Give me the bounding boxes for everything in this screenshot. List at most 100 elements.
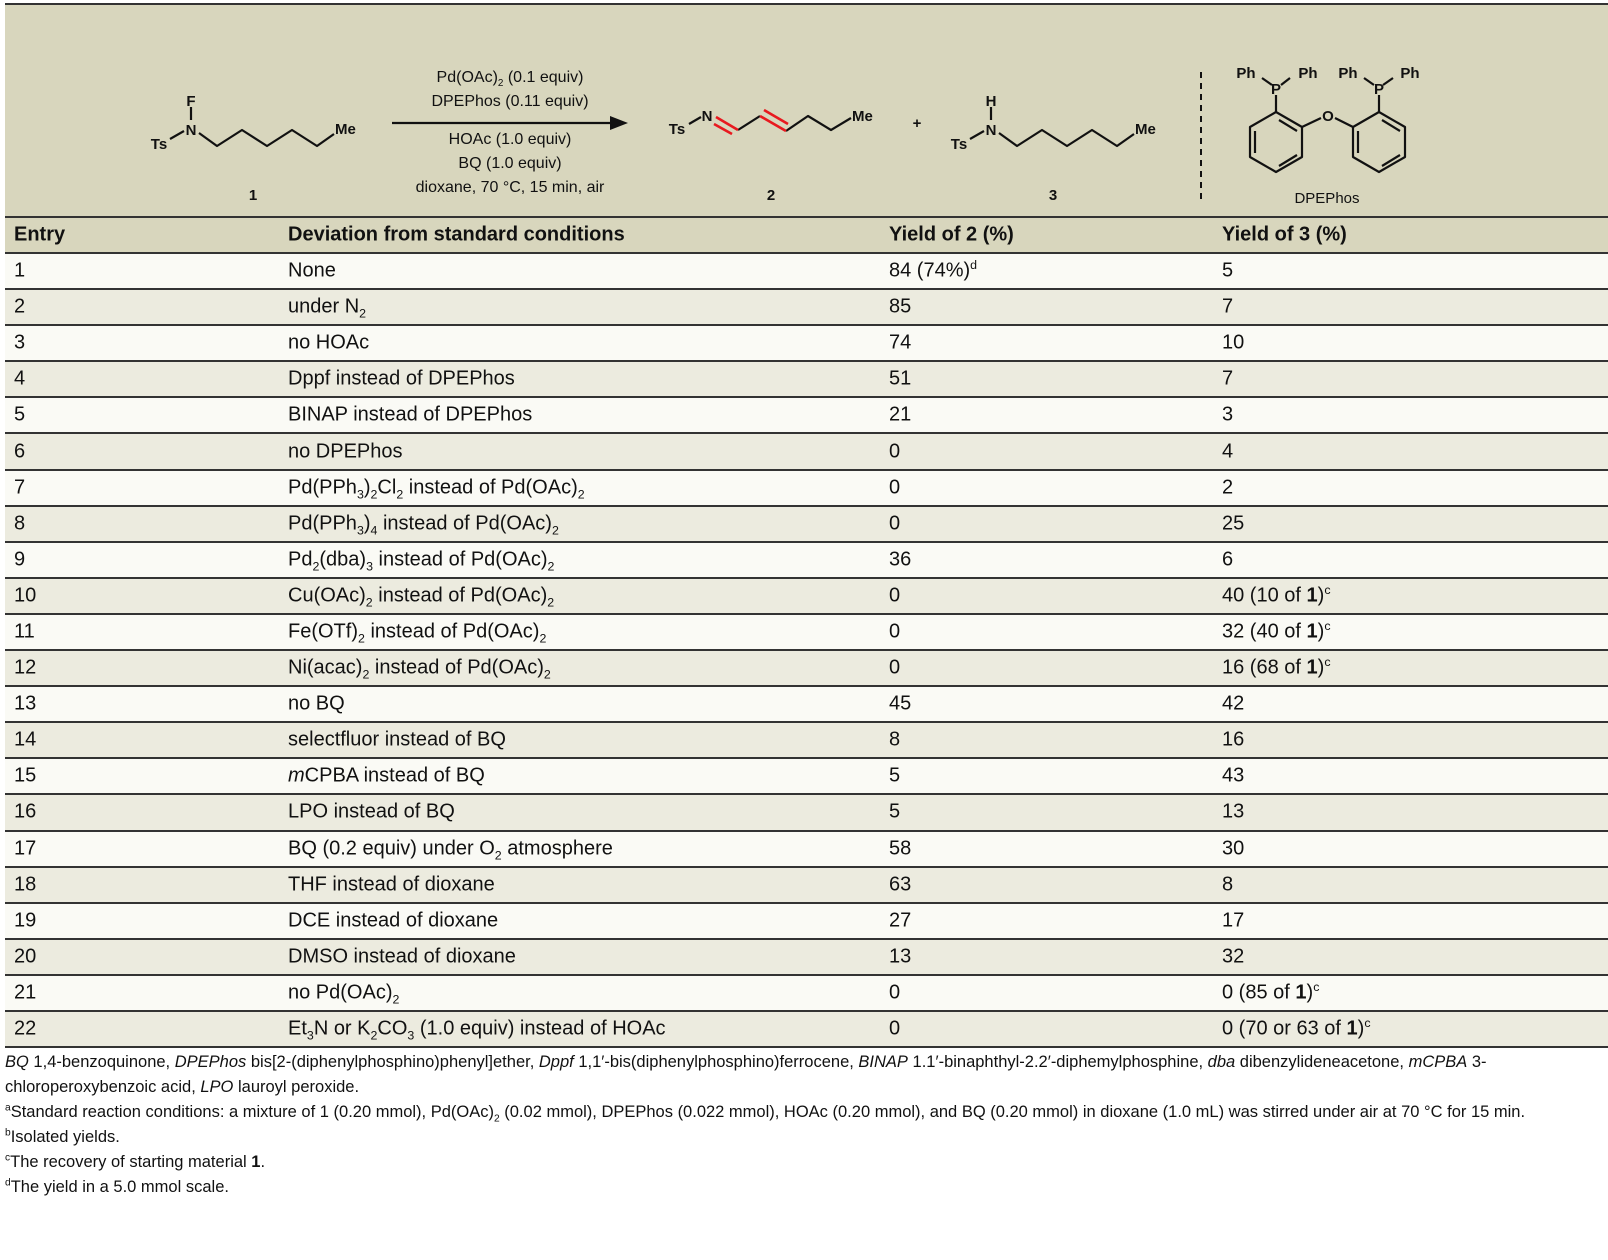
entry-cell: 9 — [14, 548, 26, 571]
yield-2-cell: 58 — [889, 837, 912, 860]
yield-2-cell: 27 — [889, 909, 912, 932]
yield-2-cell: 0 — [889, 620, 901, 643]
entry-cell: 8 — [14, 512, 26, 535]
yield-3-cell: 16 — [1222, 728, 1245, 751]
yield-2-cell: 84 (74%)d — [889, 257, 978, 282]
deviation-cell: Pd(PPh3)2Cl2 instead of Pd(OAc)2 — [288, 476, 585, 502]
bond — [1261, 77, 1273, 86]
footnote: cThe recovery of starting material 1. — [5, 1152, 266, 1171]
benzene-ring — [1248, 110, 1304, 174]
entry-cell: 17 — [14, 837, 37, 860]
deviation-cell: Dppf instead of DPEPhos — [288, 367, 515, 390]
atom-label: H — [986, 93, 997, 110]
yield-3-cell: 16 (68 of 1)c — [1222, 654, 1331, 679]
table-row: 1 None 84 (74%)d 5 — [5, 254, 1608, 291]
entry-cell: 2 — [14, 295, 26, 318]
alkyl-chain — [198, 128, 335, 148]
atom-label: Ph — [1298, 65, 1317, 82]
footnote: dThe yield in a 5.0 mmol scale. — [5, 1177, 229, 1196]
bond — [688, 116, 702, 125]
deviation-cell: no DPEPhos — [288, 440, 403, 463]
yield-2-cell: 0 — [889, 1017, 901, 1040]
atom-label: P — [1271, 81, 1281, 98]
deviation-cell: THF instead of dioxane — [288, 873, 495, 896]
yield-2-cell: 5 — [889, 764, 901, 787]
atom-label: Me — [852, 108, 873, 125]
yield-2-cell: 5 — [889, 800, 901, 823]
yield-3-cell: 32 — [1222, 945, 1245, 968]
bond — [169, 130, 185, 140]
entry-cell: 11 — [14, 620, 35, 643]
bond — [1280, 77, 1291, 86]
entry-cell: 1 — [14, 259, 26, 282]
yield-2-cell: 74 — [889, 331, 912, 354]
yield-3-cell: 3 — [1222, 403, 1234, 426]
condition-line: Pd(OAc)2 (0.1 equiv) — [436, 69, 584, 90]
reaction-conditions: Pd(OAc)2 (0.1 equiv) DPEPhos (0.11 equiv… — [390, 69, 630, 203]
atom-label: N — [702, 108, 713, 125]
deviation-cell: no Pd(OAc)2 — [288, 981, 400, 1007]
yield-2-cell: 0 — [889, 656, 901, 679]
yield-2-cell: 85 — [889, 295, 912, 318]
deviation-cell: Fe(OTf)2 instead of Pd(OAc)2 — [288, 620, 547, 646]
footnote: bIsolated yields. — [5, 1127, 120, 1146]
yield-2-cell: 0 — [889, 512, 901, 535]
table-row: 2 under N2 85 7 — [5, 290, 1608, 327]
deviation-cell: Pd2(dba)3 instead of Pd(OAc)2 — [288, 548, 555, 574]
yield-2-cell: 0 — [889, 981, 901, 1004]
entry-cell: 14 — [14, 728, 37, 751]
yield-2-cell: 0 — [889, 584, 901, 607]
atom-label: Me — [335, 121, 356, 138]
yield-2-cell: 21 — [889, 403, 912, 426]
atom-label: Ph — [1338, 65, 1357, 82]
atom-label: Ts — [151, 136, 167, 153]
atom-label: Ts — [951, 136, 967, 153]
table-row: 6 no DPEPhos 0 4 — [5, 434, 1608, 471]
entry-cell: 6 — [14, 440, 26, 463]
yield-3-cell: 25 — [1222, 512, 1245, 535]
entry-cell: 10 — [14, 584, 37, 607]
table-body: 1 None 84 (74%)d 5 2 under N2 85 7 3 no HOAc 74 10 4… — [5, 254, 1608, 1049]
yield-3-cell: 42 — [1222, 692, 1245, 715]
yield-3-cell: 2 — [1222, 476, 1234, 499]
atom-label: O — [1322, 108, 1334, 125]
entry-cell: 16 — [14, 800, 37, 823]
condition-line: DPEPhos (0.11 equiv) — [431, 93, 589, 110]
reaction-scheme: F N Ts Me 1 N Ts Me 2 + H N Ts Me 3 Ph P… — [5, 5, 1608, 216]
footnotes: BQ 1,4-benzoquinone, DPEPhos bis[2-(diph… — [5, 1050, 1605, 1200]
atom-label: N — [186, 122, 197, 139]
ligand-name: DPEPhos — [1294, 190, 1359, 207]
yield-3-cell: 10 — [1222, 331, 1245, 354]
yield-2-cell: 13 — [889, 945, 912, 968]
deviation-cell: no HOAc — [288, 331, 370, 354]
deviation-cell: DCE instead of dioxane — [288, 909, 499, 932]
condition-line: BQ (1.0 equiv) — [458, 155, 562, 172]
table-row: 14 selectfluor instead of BQ 8 16 — [5, 723, 1608, 760]
compound-number: 3 — [1049, 187, 1057, 204]
entry-cell: 7 — [14, 476, 26, 499]
atom-label: N — [986, 122, 997, 139]
yield-3-cell: 17 — [1222, 909, 1245, 932]
deviation-cell: LPO instead of BQ — [288, 800, 455, 823]
bond — [1382, 77, 1394, 86]
deviation-cell: under N2 — [288, 295, 367, 321]
yield-3-cell: 40 (10 of 1)c — [1222, 582, 1331, 607]
deviation-cell: Pd(PPh3)4 instead of Pd(OAc)2 — [288, 512, 559, 538]
deviation-cell: None — [288, 259, 336, 282]
condition-line: dioxane, 70 °C, 15 min, air — [415, 179, 605, 196]
arrow-head — [610, 116, 628, 130]
table-row: 12 Ni(acac)2 instead of Pd(OAc)2 0 16 (68 o… — [5, 651, 1608, 688]
deviation-cell: Cu(OAc)2 instead of Pd(OAc)2 — [288, 584, 555, 610]
bond — [1363, 77, 1375, 86]
optimization-table: Entry Deviation from standard conditions… — [5, 216, 1608, 1049]
table-row: 4 Dppf instead of DPEPhos 51 7 — [5, 362, 1608, 399]
condition-line: HOAc (1.0 equiv) — [448, 131, 572, 148]
yield-2-cell: 0 — [889, 440, 901, 463]
yield-2-cell: 45 — [889, 692, 912, 715]
yield-3-cell: 4 — [1222, 440, 1234, 463]
header-yield-2: Yield of 2 (%) — [889, 223, 1014, 246]
table-row: 17 BQ (0.2 equiv) under O2 atmosphere 58 30 — [5, 831, 1608, 868]
entry-cell: 3 — [14, 331, 26, 354]
atom-label: Ph — [1236, 65, 1255, 82]
compound-number: 2 — [767, 187, 775, 204]
